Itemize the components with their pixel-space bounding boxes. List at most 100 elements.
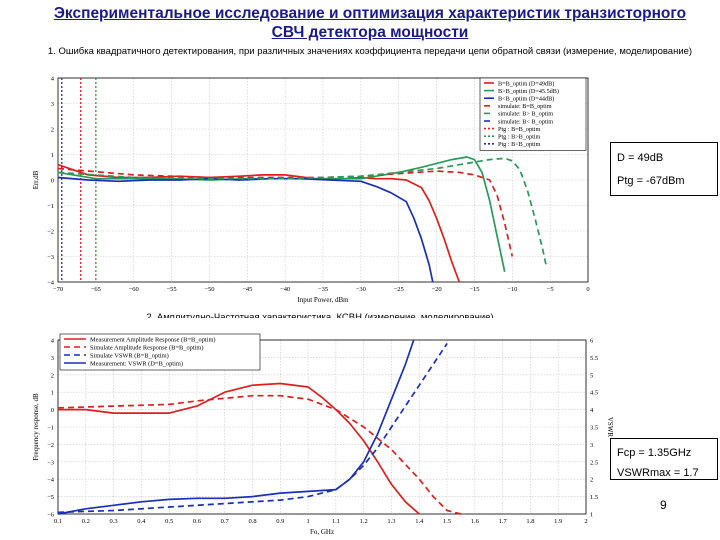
series-line xyxy=(57,176,434,283)
y-tick-label: 0 xyxy=(51,178,54,185)
x-tick-label: −30 xyxy=(356,286,366,293)
page-title: Экспериментальное исследование и оптимиз… xyxy=(53,5,687,41)
x-tick-label: −15 xyxy=(469,286,479,293)
cutoff-frequency-value: Fcp = 1.35GHz xyxy=(617,447,692,459)
x-tick-label: −40 xyxy=(280,286,290,293)
y-right-tick-label: 3.5 xyxy=(590,425,598,432)
legend-label: Simulate VSWR (B=B_optim) xyxy=(90,352,169,359)
legend-label: simulate: B< B_optim xyxy=(498,118,553,125)
y-tick-label: 4 xyxy=(51,76,55,83)
y-tick-label: −3 xyxy=(47,254,54,261)
legend-label: Simulate Amplitude Response (B=B_optim) xyxy=(90,344,203,351)
chart1-caption: 1. Ошибка квадратичного детектирования, … xyxy=(47,46,693,57)
y-right-tick-label: 4 xyxy=(590,407,594,414)
y-tick-label: −3 xyxy=(47,459,54,466)
y-tick-label: −1 xyxy=(47,425,54,432)
y-tick-label: 2 xyxy=(51,127,54,134)
x-tick-label: 1.6 xyxy=(471,518,480,525)
y-tick-label: 1 xyxy=(51,390,54,397)
x-axis-label: Fo, GHz xyxy=(310,528,334,536)
x-tick-label: 1.1 xyxy=(332,518,340,525)
legend-label: Ptg : B>B_optim xyxy=(498,134,541,141)
x-tick-label: 0.8 xyxy=(248,518,256,525)
x-tick-label: 1.7 xyxy=(499,518,508,525)
x-tick-label: −35 xyxy=(318,286,328,293)
chart2-caption: 2. Амплитудно-Частотная характеристика, … xyxy=(146,312,494,323)
x-tick-label: 1.9 xyxy=(554,518,562,525)
legend-box xyxy=(59,333,261,371)
legend-label: Ptg : B<B_optim xyxy=(498,141,541,148)
x-tick-label: −45 xyxy=(242,286,252,293)
legend-label: Measurement Amplitude Response (B=B_opti… xyxy=(90,336,216,343)
x-tick-label: 1.8 xyxy=(526,518,534,525)
x-tick-label: −25 xyxy=(394,286,404,293)
y-tick-label: 3 xyxy=(51,101,54,108)
legend-label: simulate: B> B_optim xyxy=(498,111,553,118)
page-number: 9 xyxy=(660,498,667,512)
legend-label: Ptg : B=B_optim xyxy=(498,126,541,133)
y-axis-label: Err,dB xyxy=(32,170,40,189)
y-tick-label: 2 xyxy=(51,372,54,379)
x-tick-label: −65 xyxy=(91,286,101,293)
x-tick-label: 2 xyxy=(584,518,587,525)
series-line xyxy=(57,167,514,257)
threshold-power-value: Ptg = -67dBm xyxy=(617,175,685,187)
y-tick-label: 0 xyxy=(51,407,54,414)
y-tick-label: −2 xyxy=(47,442,54,449)
y-tick-label: −4 xyxy=(47,280,55,287)
x-tick-label: 0.1 xyxy=(54,518,62,525)
legend-label: Measurement: VSWR (D=B_optim) xyxy=(90,360,183,367)
x-tick-label: 0.2 xyxy=(82,518,90,525)
y-tick-label: −6 xyxy=(47,512,55,519)
x-tick-label: −5 xyxy=(547,286,554,293)
dynamic-range-box: D = 49dB Ptg = -67dBm xyxy=(610,142,718,196)
y-right-tick-label: 5 xyxy=(590,372,593,379)
x-tick-label: −60 xyxy=(129,286,139,293)
y-right-tick-label: 1.5 xyxy=(590,494,598,501)
y-right-tick-label: 2 xyxy=(590,477,593,484)
series-line xyxy=(57,163,461,283)
frequency-box: Fcp = 1.35GHz VSWRmax = 1.7 xyxy=(610,438,718,480)
x-axis-label: Input Power, dBm xyxy=(297,296,349,304)
x-tick-label: 1.3 xyxy=(387,518,395,525)
error-chart: −70 −65 −60 −55 −50 −45 −40 −35 −30 −25 −20 −15 −10−… xyxy=(18,72,598,312)
series-line xyxy=(57,343,448,514)
y-tick-label: 4 xyxy=(51,338,55,345)
legend-label: simulate: B=B_optim xyxy=(498,103,552,110)
x-tick-label: 1.4 xyxy=(415,518,424,525)
x-tick-label: 0.7 xyxy=(221,518,230,525)
legend-box xyxy=(479,77,587,151)
y-right-tick-label: 1 xyxy=(590,512,593,519)
legend-label: B>B_optim (D=45.5dB) xyxy=(498,88,559,95)
x-tick-label: −55 xyxy=(166,286,176,293)
x-tick-label: 1 xyxy=(306,518,309,525)
frequency-response-chart: 0.1 0.2 0.3 0.4 0.5 0.6 0.7 0.8 0.9 1 1.1 1.2 1.3 1.4… xyxy=(18,318,628,540)
y-tick-label: −5 xyxy=(47,494,54,501)
legend-label: B=B_optim (D=49dB) xyxy=(498,80,554,87)
series-line xyxy=(57,157,548,267)
y-tick-label: 3 xyxy=(51,355,54,362)
y-tick-label: −2 xyxy=(47,229,54,236)
y-right-tick-label: 3 xyxy=(590,442,593,449)
series-line xyxy=(57,339,415,515)
x-tick-label: −10 xyxy=(507,286,517,293)
y-tick-label: −4 xyxy=(47,477,55,484)
x-tick-label: 0.3 xyxy=(110,518,118,525)
y-right-tick-label: 6 xyxy=(590,338,594,345)
plot-frame xyxy=(57,77,589,283)
series-line xyxy=(58,382,420,515)
legend-label: B<B_optim (D=44dB) xyxy=(498,96,554,103)
x-tick-label: 0.4 xyxy=(137,518,146,525)
y-right-tick-label: 2.5 xyxy=(590,459,598,466)
x-tick-label: −50 xyxy=(204,286,214,293)
x-tick-label: 0 xyxy=(586,286,589,293)
y-right-tick-label: 4.5 xyxy=(590,390,598,397)
y-tick-label: −1 xyxy=(47,203,54,210)
vswr-max-value: VSWRmax = 1.7 xyxy=(617,467,699,479)
y-right-axis-label: VSWR xyxy=(606,417,614,438)
x-tick-label: 0.5 xyxy=(165,518,173,525)
plot-frame xyxy=(57,339,587,515)
dynamic-range-value: D = 49dB xyxy=(617,152,664,164)
series-line xyxy=(57,394,462,515)
x-tick-label: 0.9 xyxy=(276,518,284,525)
